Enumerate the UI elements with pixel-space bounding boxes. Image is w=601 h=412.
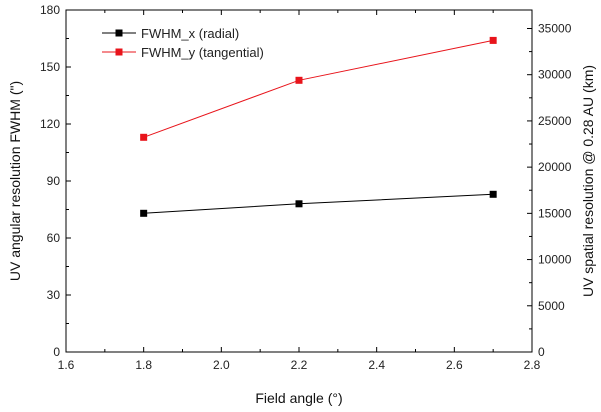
y-right-tick-label: 0 <box>538 345 545 359</box>
data-point <box>140 133 148 141</box>
y-left-tick-label: 120 <box>40 117 60 131</box>
x-tick-label: 2.8 <box>524 358 541 372</box>
data-point <box>295 76 303 84</box>
legend-marker <box>115 48 123 56</box>
x-tick-label: 1.8 <box>135 358 152 372</box>
x-axis-ticks: 1.6 1.8 2.0 2.2 2.4 2.6 2.8 <box>58 10 541 372</box>
x-tick-label: 2.2 <box>291 358 308 372</box>
y-right-tick-label: 30000 <box>538 68 572 82</box>
series-line-0 <box>143 193 494 214</box>
x-tick-label: 1.6 <box>58 358 75 372</box>
x-axis-title: Field angle (°) <box>255 390 342 406</box>
y-right-tick-label: 5000 <box>538 299 565 313</box>
data-point <box>489 36 497 44</box>
y-left-tick-label: 60 <box>47 231 61 245</box>
y-left-tick-label: 90 <box>47 174 61 188</box>
y-right-tick-label: 35000 <box>538 21 572 35</box>
data-point <box>140 209 148 217</box>
y-left-tick-label: 30 <box>47 288 61 302</box>
data-point <box>489 190 497 198</box>
y-left-axis-ticks: 0 30 60 90 120 150 180 <box>40 3 71 359</box>
series-layer <box>140 36 497 217</box>
y-left-axis-title: UV angular resolution FWHM (") <box>7 81 23 281</box>
legend-label: FWHM_y (tangential) <box>141 45 264 60</box>
y-right-tick-label: 15000 <box>538 206 572 220</box>
y-left-tick-label: 180 <box>40 3 60 17</box>
legend: FWHM_x (radial) FWHM_y (tangential) <box>102 26 264 60</box>
legend-label: FWHM_x (radial) <box>141 26 239 41</box>
x-tick-label: 2.4 <box>368 358 385 372</box>
x-tick-label: 2.6 <box>446 358 463 372</box>
plot-frame <box>65 9 533 353</box>
x-tick-label: 2.0 <box>213 358 230 372</box>
y-right-axis-title: UV spatial resolution @ 0.28 AU (km) <box>580 65 596 297</box>
y-right-tick-label: 20000 <box>538 160 572 174</box>
y-right-tick-label: 25000 <box>538 114 572 128</box>
y-left-tick-label: 0 <box>53 345 60 359</box>
y-right-tick-label: 10000 <box>538 253 572 267</box>
y-left-tick-label: 150 <box>40 60 60 74</box>
y-right-axis-ticks: 0 5000 10000 15000 20000 25000 30000 35000 <box>527 21 572 359</box>
legend-marker <box>115 29 123 37</box>
data-point <box>295 200 303 208</box>
